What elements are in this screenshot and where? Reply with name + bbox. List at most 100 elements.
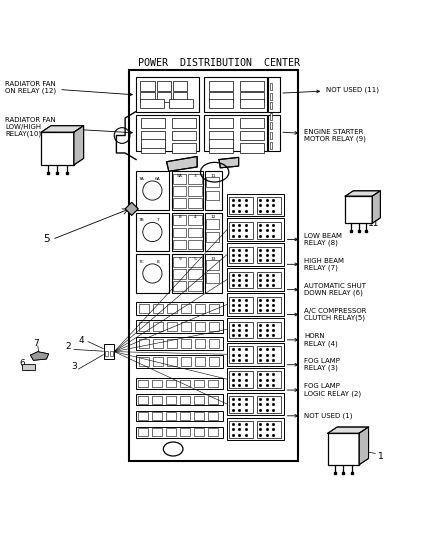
Bar <box>268 77 280 111</box>
Bar <box>205 254 222 293</box>
Bar <box>227 417 284 440</box>
Bar <box>227 244 284 266</box>
Bar <box>188 240 201 249</box>
Bar <box>227 293 284 316</box>
Bar <box>152 379 162 387</box>
Bar <box>208 429 218 436</box>
Text: RADIATOR FAN
ON RELAY (12): RADIATOR FAN ON RELAY (12) <box>5 80 132 96</box>
Bar <box>173 174 186 183</box>
Polygon shape <box>328 427 369 433</box>
Bar <box>136 254 169 293</box>
Bar <box>136 302 223 316</box>
Bar <box>208 413 218 420</box>
Bar <box>270 113 272 120</box>
Bar <box>229 222 253 239</box>
Bar <box>138 379 148 387</box>
Text: 7: 7 <box>33 340 39 348</box>
Bar <box>257 372 281 388</box>
Bar <box>41 132 74 165</box>
Bar <box>188 174 201 183</box>
Bar <box>166 429 176 436</box>
Bar <box>209 92 233 102</box>
Text: 13: 13 <box>211 257 216 261</box>
Bar <box>141 139 165 148</box>
Bar <box>173 186 186 196</box>
Bar <box>152 429 162 436</box>
Bar <box>257 346 281 363</box>
Bar <box>209 118 233 128</box>
Bar <box>180 322 191 330</box>
Text: RADIATOR FAN
LOW/HIGH
RELAY(10): RADIATOR FAN LOW/HIGH RELAY(10) <box>5 117 132 137</box>
Bar <box>136 410 223 422</box>
Bar <box>152 340 163 348</box>
Bar <box>166 396 176 403</box>
Text: NOT USED (11): NOT USED (11) <box>283 86 379 93</box>
Bar <box>152 322 163 330</box>
Text: 11: 11 <box>211 174 216 178</box>
Bar <box>188 281 201 291</box>
Bar <box>209 99 233 108</box>
Bar <box>240 118 264 128</box>
Bar <box>152 357 163 366</box>
Text: POWER  DISTRIBUTION  CENTER: POWER DISTRIBUTION CENTER <box>138 59 300 68</box>
Bar <box>172 171 203 210</box>
Bar <box>229 396 253 413</box>
Bar <box>328 433 359 465</box>
Bar <box>257 197 281 214</box>
Text: 5: 5 <box>194 257 196 261</box>
Bar <box>180 413 190 420</box>
Text: 9: 9 <box>178 257 181 261</box>
Bar <box>227 393 284 415</box>
Bar <box>141 131 165 140</box>
Bar <box>209 139 233 148</box>
Bar <box>270 123 272 130</box>
Polygon shape <box>125 203 138 215</box>
Bar <box>138 429 148 436</box>
Bar <box>180 340 191 348</box>
Bar <box>229 247 253 263</box>
Bar <box>345 196 372 223</box>
Bar <box>257 321 281 338</box>
Bar <box>194 322 205 330</box>
Polygon shape <box>41 126 84 132</box>
Text: 2: 2 <box>66 342 71 351</box>
Bar <box>188 269 201 279</box>
Bar <box>169 99 193 108</box>
Bar <box>229 321 253 338</box>
Bar <box>206 177 219 187</box>
Bar <box>105 351 108 356</box>
Bar <box>166 379 176 387</box>
Bar <box>136 378 223 389</box>
Bar <box>188 215 201 225</box>
Bar <box>206 261 219 270</box>
Text: 8: 8 <box>156 260 159 263</box>
Bar <box>136 320 223 333</box>
Bar <box>204 77 267 111</box>
Bar <box>206 273 219 283</box>
Bar <box>136 115 199 151</box>
Bar <box>130 70 297 461</box>
Text: 4: 4 <box>194 215 196 220</box>
Bar <box>152 304 163 313</box>
Text: ENGINE STARTER
MOTOR RELAY (9): ENGINE STARTER MOTOR RELAY (9) <box>283 129 366 142</box>
Bar <box>136 427 223 438</box>
Bar <box>229 197 253 214</box>
Text: 3: 3 <box>71 362 77 372</box>
Bar <box>188 198 201 208</box>
Bar <box>136 77 199 111</box>
Bar <box>173 81 187 91</box>
Bar <box>240 131 264 140</box>
Bar <box>257 272 281 288</box>
Bar <box>139 357 149 366</box>
Text: 4: 4 <box>79 336 84 345</box>
Bar <box>206 232 219 241</box>
Bar <box>166 322 177 330</box>
Bar <box>229 297 253 313</box>
Bar <box>180 357 191 366</box>
Bar <box>208 340 219 348</box>
Bar <box>194 340 205 348</box>
Bar <box>194 396 204 403</box>
Bar <box>270 102 272 109</box>
Bar <box>270 132 272 139</box>
Bar <box>172 254 203 293</box>
